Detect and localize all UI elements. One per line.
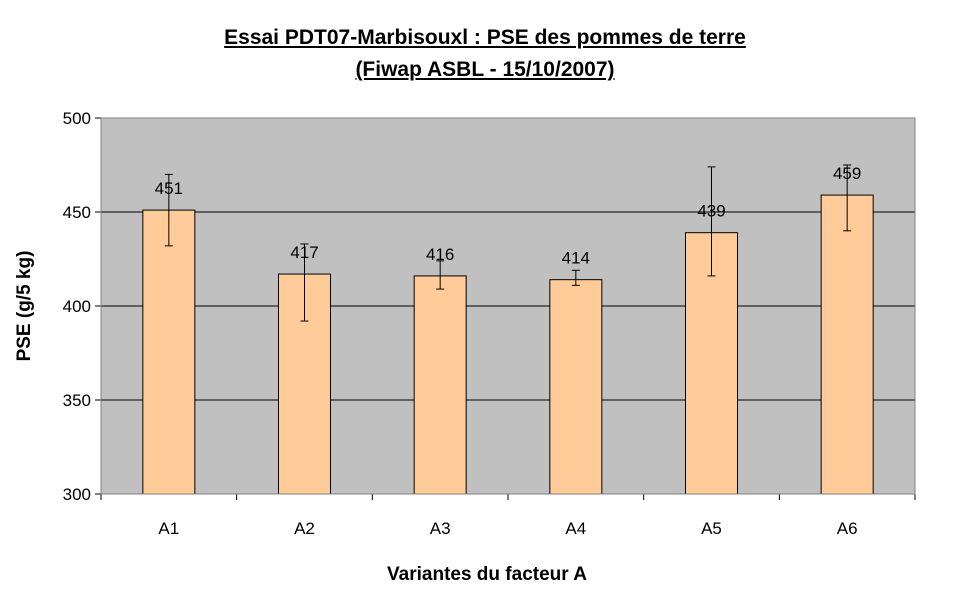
y-tick-label: 400 [63, 297, 91, 316]
data-label: 439 [697, 202, 725, 221]
data-label: 417 [290, 243, 318, 262]
bar-A1 [142, 209, 196, 495]
data-label: 451 [155, 179, 183, 198]
x-tick-label: A5 [701, 519, 722, 538]
axes: 300 350 400 450 500 A1 A2 A3 A4 A5 A6 [63, 109, 916, 538]
x-tick-label: A6 [837, 519, 858, 538]
y-tick-label: 300 [63, 485, 91, 504]
bar-A4 [549, 279, 603, 495]
x-tick-label: A3 [430, 519, 451, 538]
x-axis-title: Variantes du facteur A [387, 564, 587, 585]
data-label: 459 [833, 164, 861, 183]
bars [142, 194, 874, 495]
plot-border [100, 117, 916, 495]
chart-subtitle: (Fiwap ASBL - 15/10/2007) [355, 58, 615, 81]
data-labels: 451 417 416 414 439 459 [155, 164, 862, 268]
chart-title: Essai PDT07-Marbisouxl : PSE des pommes … [224, 26, 746, 49]
x-tick-label: A4 [565, 519, 586, 538]
data-label: 414 [562, 249, 590, 268]
x-tick-label: A1 [158, 519, 179, 538]
x-tick-label: A2 [294, 519, 315, 538]
bar-A3 [413, 275, 467, 495]
bar-A6 [820, 194, 874, 495]
data-label: 416 [426, 245, 454, 264]
error-bars [164, 164, 852, 322]
y-tick-label: 450 [63, 203, 91, 222]
y-tick-label: 500 [63, 109, 91, 128]
y-axis-title: PSE (g/5 kg) [14, 251, 35, 362]
y-tick-label: 350 [63, 391, 91, 410]
